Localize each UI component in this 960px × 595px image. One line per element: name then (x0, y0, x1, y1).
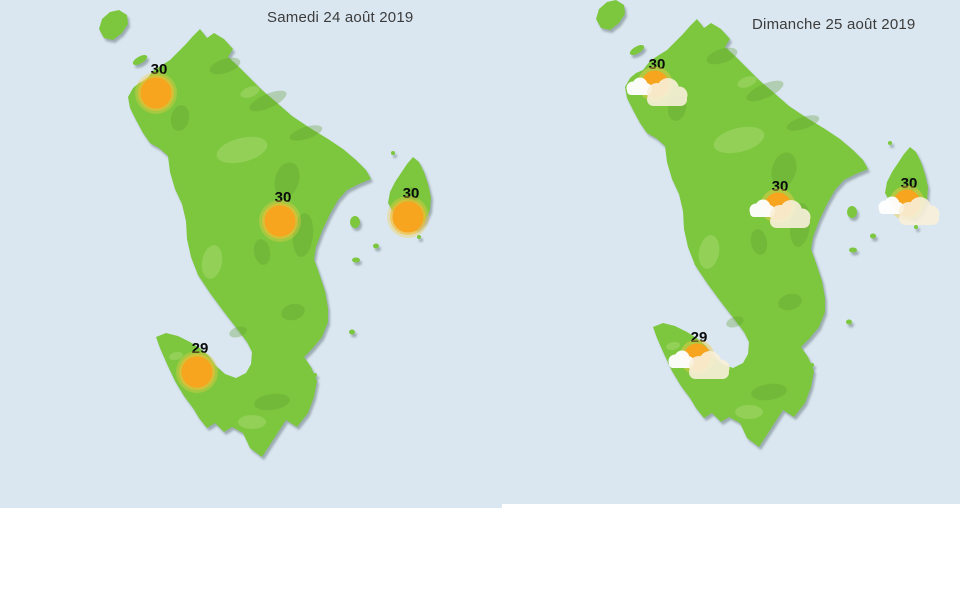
sun-cloud-icon (626, 66, 688, 106)
sun-cloud-icon (878, 185, 940, 225)
panel-title-sunday: Dimanche 25 août 2019 (752, 16, 916, 33)
sun-cloud-icon (749, 188, 811, 228)
sun-cloud-icon (668, 339, 730, 379)
mayotte-map-saturday (0, 0, 502, 508)
mayotte-map-sunday (502, 0, 960, 504)
forecast-panel-sunday: Dimanche 25 août 2019 30 30 30 29 (502, 0, 960, 595)
panel-title-saturday: Samedi 24 août 2019 (267, 9, 414, 26)
sun-icon (387, 196, 429, 238)
sun-icon (176, 351, 218, 393)
forecast-panel-saturday: Samedi 24 août 2019 30 30 30 29 (0, 0, 502, 508)
sun-icon (259, 200, 301, 242)
sun-icon (135, 72, 177, 114)
